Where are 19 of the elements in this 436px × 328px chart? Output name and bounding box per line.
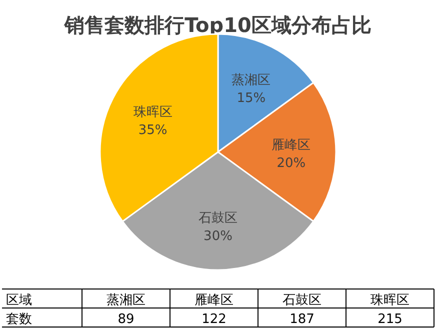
category-label: 雁峰区 [194,293,234,308]
chart-title: 销售套数排行Top10区域分布占比 [64,13,372,37]
data-label: 187 [290,312,314,327]
data-label: 89 [118,312,134,327]
slice-label: 石鼓区 [198,211,238,226]
text: 套数 [6,312,32,327]
text: 区域 [6,293,32,308]
slice-label: 珠晖区 [133,104,172,120]
slice-label: 蒸湘区 [232,72,271,88]
data-label: 15% [236,90,266,106]
data-label: 20% [276,156,306,171]
data-label: 122 [202,312,226,327]
data-label: 215 [378,312,402,327]
slice-label: 雁峰区 [272,138,311,153]
category-label: 珠晖区 [370,293,410,308]
category-label: 石鼓区 [282,293,322,308]
category-label: 蒸湘区 [106,293,146,308]
data-label: 35% [138,122,168,138]
data-label: 30% [204,229,232,244]
